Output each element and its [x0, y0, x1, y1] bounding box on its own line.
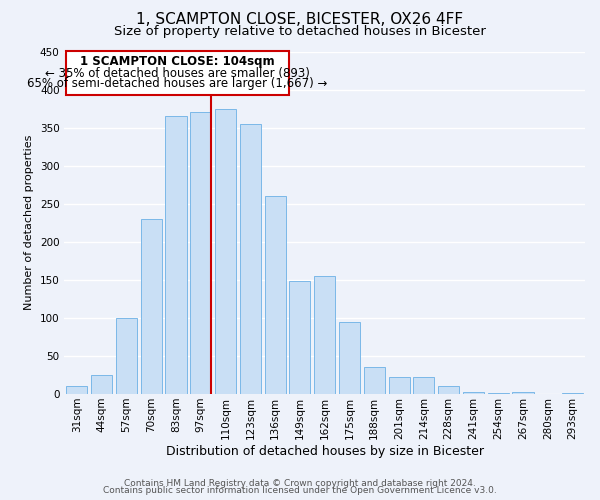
Bar — [215, 108, 236, 394]
Bar — [339, 322, 360, 394]
Bar — [66, 386, 88, 394]
FancyBboxPatch shape — [65, 50, 289, 95]
Text: Contains public sector information licensed under the Open Government Licence v3: Contains public sector information licen… — [103, 486, 497, 495]
Bar — [240, 124, 261, 394]
Bar — [166, 116, 187, 394]
Bar — [438, 386, 459, 394]
Bar — [463, 392, 484, 394]
Bar — [140, 219, 162, 394]
Bar — [413, 378, 434, 394]
Text: ← 35% of detached houses are smaller (893): ← 35% of detached houses are smaller (89… — [45, 66, 310, 80]
Bar — [562, 392, 583, 394]
Bar — [314, 276, 335, 394]
Bar — [289, 282, 310, 394]
Bar — [265, 196, 286, 394]
Bar — [512, 392, 533, 394]
Bar — [389, 378, 410, 394]
Text: 1, SCAMPTON CLOSE, BICESTER, OX26 4FF: 1, SCAMPTON CLOSE, BICESTER, OX26 4FF — [136, 12, 464, 28]
Y-axis label: Number of detached properties: Number of detached properties — [24, 135, 34, 310]
Bar — [190, 112, 211, 394]
Text: Contains HM Land Registry data © Crown copyright and database right 2024.: Contains HM Land Registry data © Crown c… — [124, 478, 476, 488]
Bar — [116, 318, 137, 394]
Bar — [364, 368, 385, 394]
Bar — [91, 375, 112, 394]
Text: Size of property relative to detached houses in Bicester: Size of property relative to detached ho… — [114, 25, 486, 38]
Text: 65% of semi-detached houses are larger (1,667) →: 65% of semi-detached houses are larger (… — [27, 78, 328, 90]
Text: 1 SCAMPTON CLOSE: 104sqm: 1 SCAMPTON CLOSE: 104sqm — [80, 56, 275, 68]
X-axis label: Distribution of detached houses by size in Bicester: Distribution of detached houses by size … — [166, 444, 484, 458]
